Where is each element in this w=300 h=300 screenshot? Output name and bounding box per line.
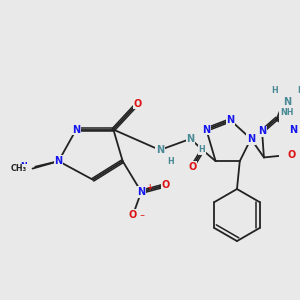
Text: ⁻: ⁻ xyxy=(140,213,145,223)
Text: N: N xyxy=(247,134,255,144)
Text: N: N xyxy=(283,97,291,107)
Text: N: N xyxy=(202,124,210,135)
Text: O: O xyxy=(288,150,296,160)
Text: O: O xyxy=(161,180,169,190)
Text: N: N xyxy=(258,126,266,136)
Text: N: N xyxy=(290,124,298,135)
Text: O: O xyxy=(134,98,142,109)
Text: H: H xyxy=(297,86,300,95)
Text: N: N xyxy=(187,134,195,144)
Text: O: O xyxy=(129,210,137,220)
Text: NH: NH xyxy=(280,108,294,117)
Text: N: N xyxy=(20,162,27,171)
Text: N: N xyxy=(137,187,145,197)
Text: CH₃: CH₃ xyxy=(11,164,27,173)
Text: N: N xyxy=(72,124,80,135)
Text: N: N xyxy=(226,115,235,125)
Text: N: N xyxy=(55,156,63,166)
Text: O: O xyxy=(188,162,196,172)
Text: +: + xyxy=(146,183,153,192)
Text: H: H xyxy=(272,86,278,95)
Text: H: H xyxy=(198,146,205,154)
Text: N: N xyxy=(156,145,164,155)
Text: H: H xyxy=(168,157,174,166)
